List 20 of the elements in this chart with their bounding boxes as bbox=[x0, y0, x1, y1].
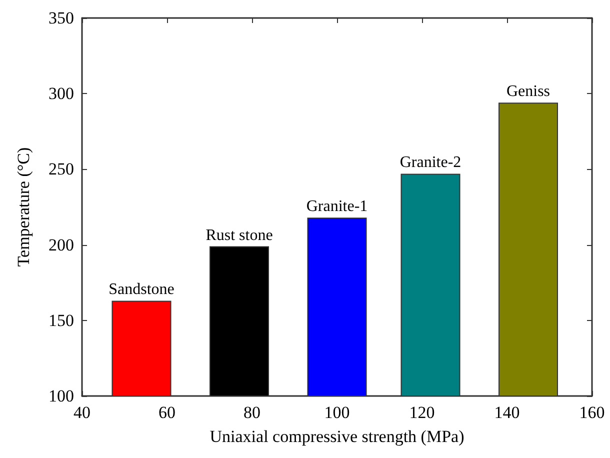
x-axis-title: Uniaxial compressive strength (MPa) bbox=[210, 427, 464, 446]
x-tick-label: 160 bbox=[579, 403, 605, 422]
annotation: Sandstone bbox=[108, 281, 174, 298]
x-tick-label: 140 bbox=[494, 403, 520, 422]
annotation: Granite-2 bbox=[400, 154, 462, 172]
x-tick-label: 40 bbox=[74, 403, 90, 422]
x-tick-label: 120 bbox=[409, 403, 435, 422]
x-tick-label: 80 bbox=[244, 403, 260, 422]
x-tick-label: 60 bbox=[158, 403, 176, 422]
y-tick-label: 150 bbox=[48, 310, 74, 330]
y-tick-label: 100 bbox=[48, 386, 74, 406]
y-tick-label: 300 bbox=[48, 84, 74, 104]
y-axis-title: Temperature (°C) bbox=[14, 147, 33, 267]
x-tick-label: 100 bbox=[324, 403, 350, 422]
annotation: Granite-1 bbox=[306, 198, 368, 216]
y-tick-label: 250 bbox=[48, 160, 74, 179]
y-tick-label: 350 bbox=[48, 8, 74, 28]
annotation: Geniss bbox=[506, 83, 550, 100]
annotation: Rust stone bbox=[206, 226, 273, 244]
y-tick-label: 200 bbox=[48, 235, 74, 254]
